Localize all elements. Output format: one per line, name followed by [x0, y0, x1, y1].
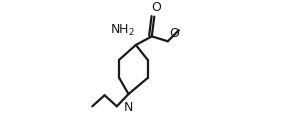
- Text: O: O: [169, 27, 179, 40]
- Text: N: N: [124, 101, 133, 114]
- Text: O: O: [151, 1, 161, 14]
- Text: NH$_2$: NH$_2$: [110, 23, 135, 38]
